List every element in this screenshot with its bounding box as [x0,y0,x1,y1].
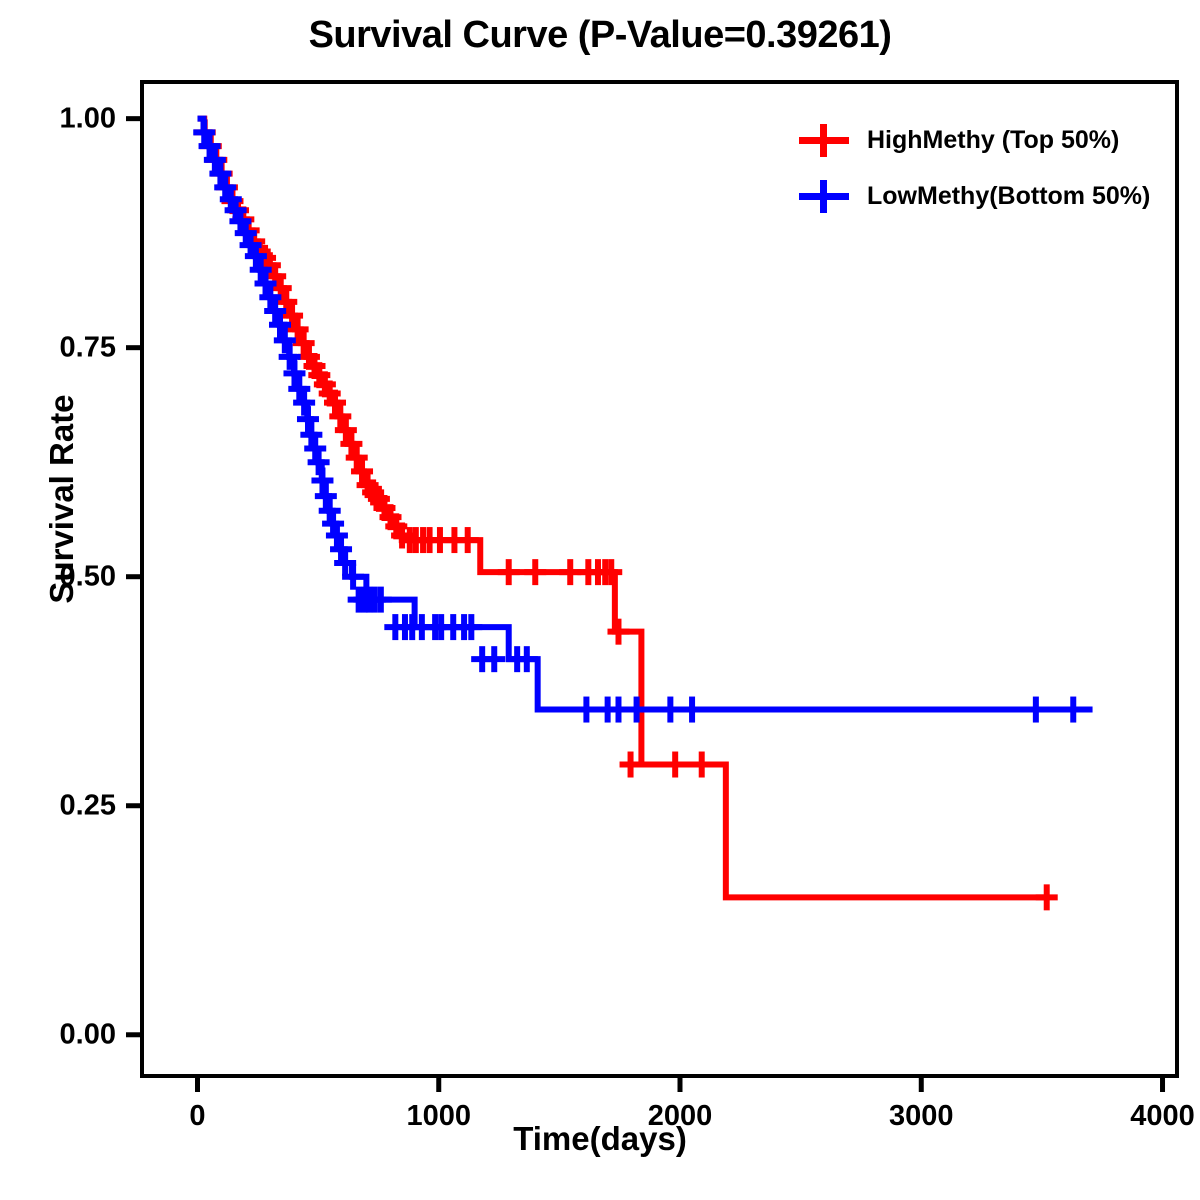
x-tick-label: 4000 [1130,1100,1195,1132]
legend: HighMethy (Top 50%) LowMethy(Bottom 50%) [795,112,1165,224]
plot-frame [140,80,1179,1078]
x-tick-label: 2000 [647,1100,713,1132]
legend-label: HighMethy (Top 50%) [867,125,1120,154]
y-tick-label: 1.00 [59,102,116,135]
y-tick-label: 0.25 [59,789,116,822]
survival-curves [193,115,1093,911]
x-tick-label: 1000 [406,1100,471,1132]
chart-title: Survival Curve (P-Value=0.39261) [308,14,892,56]
censor-marks [193,119,1085,723]
x-axis-label: Time(days) [513,1120,687,1157]
legend-item-low-methy[interactable]: LowMethy(Bottom 50%) [795,168,1165,224]
y-tick-label: 0.75 [59,331,116,364]
y-tick-label: 0.50 [59,560,116,593]
legend-item-high-methy[interactable]: HighMethy (Top 50%) [795,112,1165,168]
x-tick-label: 0 [189,1100,206,1132]
censor-marks [193,119,1058,911]
legend-label: LowMethy(Bottom 50%) [867,181,1151,210]
plus-marker-icon [795,176,853,216]
plus-marker-icon [795,120,853,160]
x-tick-label: 3000 [889,1100,954,1132]
y-tick-label: 0.00 [59,1018,116,1051]
axis-ticks [126,116,1166,1092]
y-axis-label: Survival Rate [43,394,80,604]
